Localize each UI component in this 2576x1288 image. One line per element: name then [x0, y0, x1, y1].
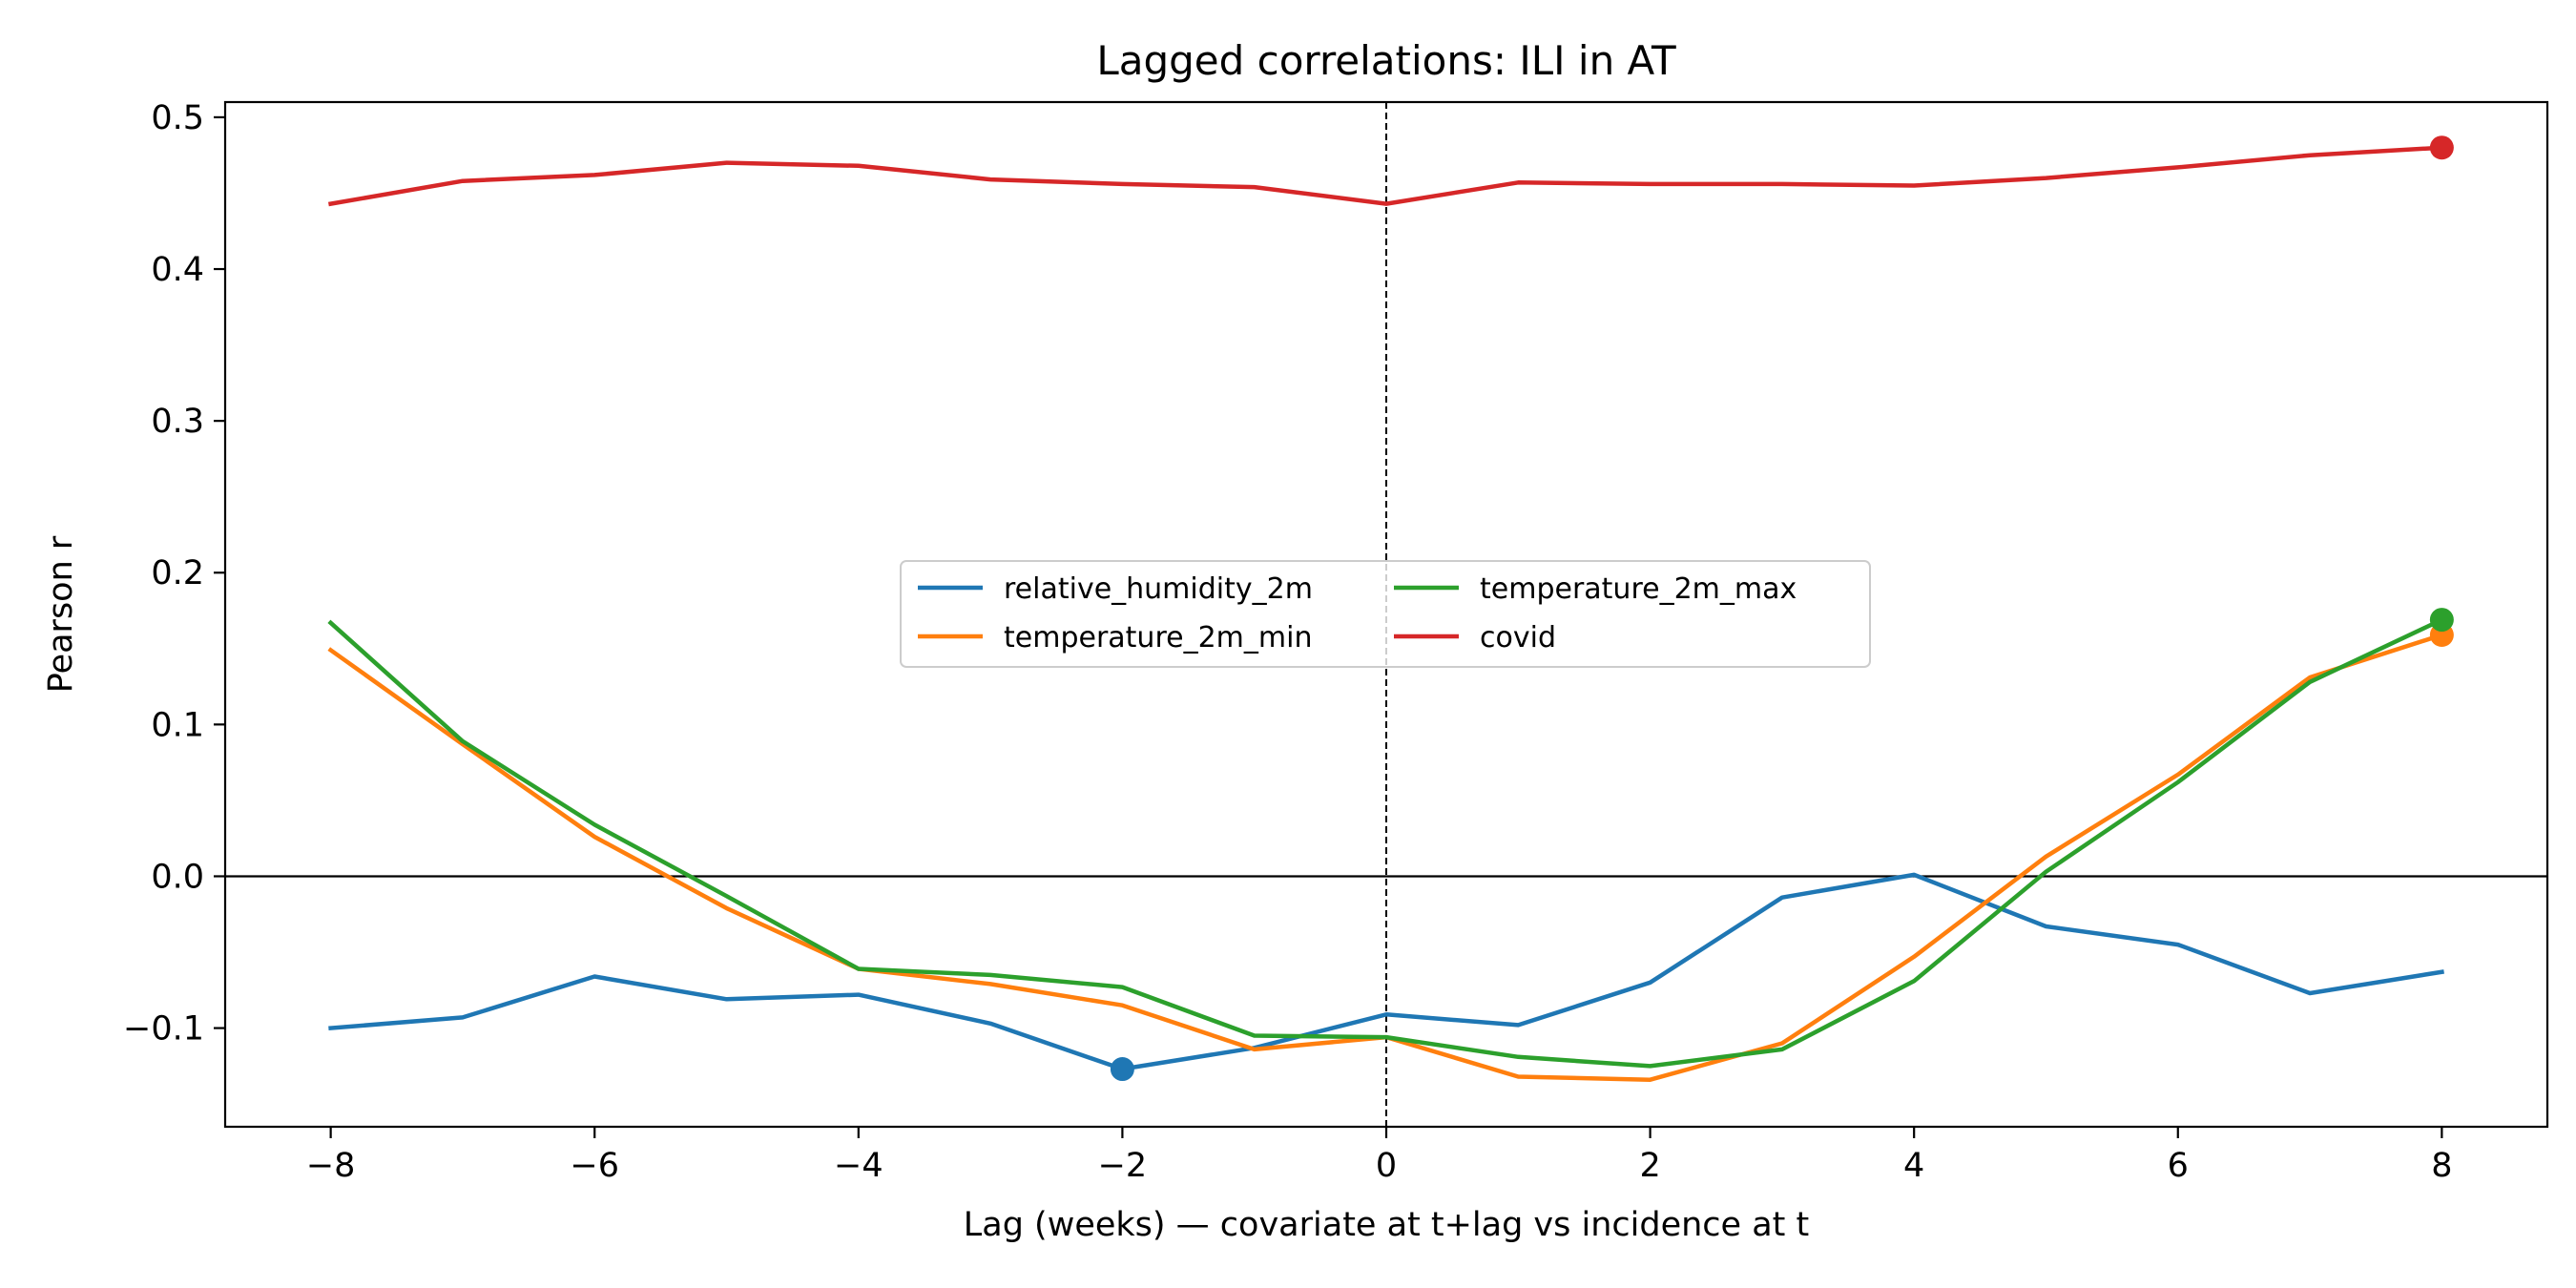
y-axis-label: Pearson r — [42, 535, 80, 693]
legend-label-temperature-2m-min: temperature_2m_min — [1004, 621, 1312, 654]
x-axis: −8 −6 −4 −2 0 2 4 6 8 — [306, 1127, 2453, 1185]
legend-frame — [900, 560, 1871, 668]
x-tick-label: 6 — [2168, 1147, 2189, 1185]
series-line-covid — [327, 145, 2444, 207]
x-tick-label: −4 — [834, 1147, 883, 1185]
y-tick-label: 0.3 — [151, 403, 204, 441]
legend-label-covid: covid — [1480, 621, 1556, 654]
chart-title: Lagged correlations: ILI in AT — [1096, 37, 1676, 84]
x-tick-label: 2 — [1639, 1147, 1660, 1185]
series-line-temperature-2m-max — [327, 616, 2445, 1069]
y-tick-label: 0.4 — [151, 251, 204, 289]
y-tick-label: 0.0 — [151, 858, 204, 896]
series-marker-covid — [2429, 135, 2454, 160]
legend-label-relative-humidity-2m: relative_humidity_2m — [1004, 572, 1313, 606]
series-marker-relative-humidity-2m — [1110, 1057, 1134, 1082]
reference-lines — [225, 102, 2547, 1127]
legend: relative_humidity_2m temperature_2m_min te… — [900, 560, 1871, 668]
series-layer — [327, 135, 2454, 1082]
x-tick-label: 4 — [1903, 1147, 1924, 1185]
series-line-relative-humidity-2m — [328, 872, 2444, 1071]
x-tick-label: −8 — [306, 1147, 356, 1185]
legend-label-temperature-2m-max: temperature_2m_max — [1480, 572, 1797, 606]
x-tick-label: −6 — [570, 1147, 619, 1185]
x-tick-label: −2 — [1098, 1147, 1148, 1185]
y-tick-label: 0.2 — [151, 554, 204, 592]
y-tick-label: 0.5 — [151, 99, 204, 137]
x-tick-label: 0 — [1376, 1147, 1397, 1185]
y-axis: −0.1 0.0 0.1 0.2 0.3 0.4 0.5 — [123, 99, 225, 1049]
series-marker-temperature-2m-max — [2429, 608, 2454, 633]
x-axis-label: Lag (weeks) — covariate at t+lag vs inci… — [964, 1206, 1809, 1244]
y-tick-label: −0.1 — [123, 1010, 204, 1049]
y-tick-label: 0.1 — [151, 706, 204, 744]
x-tick-label: 8 — [2431, 1147, 2452, 1185]
